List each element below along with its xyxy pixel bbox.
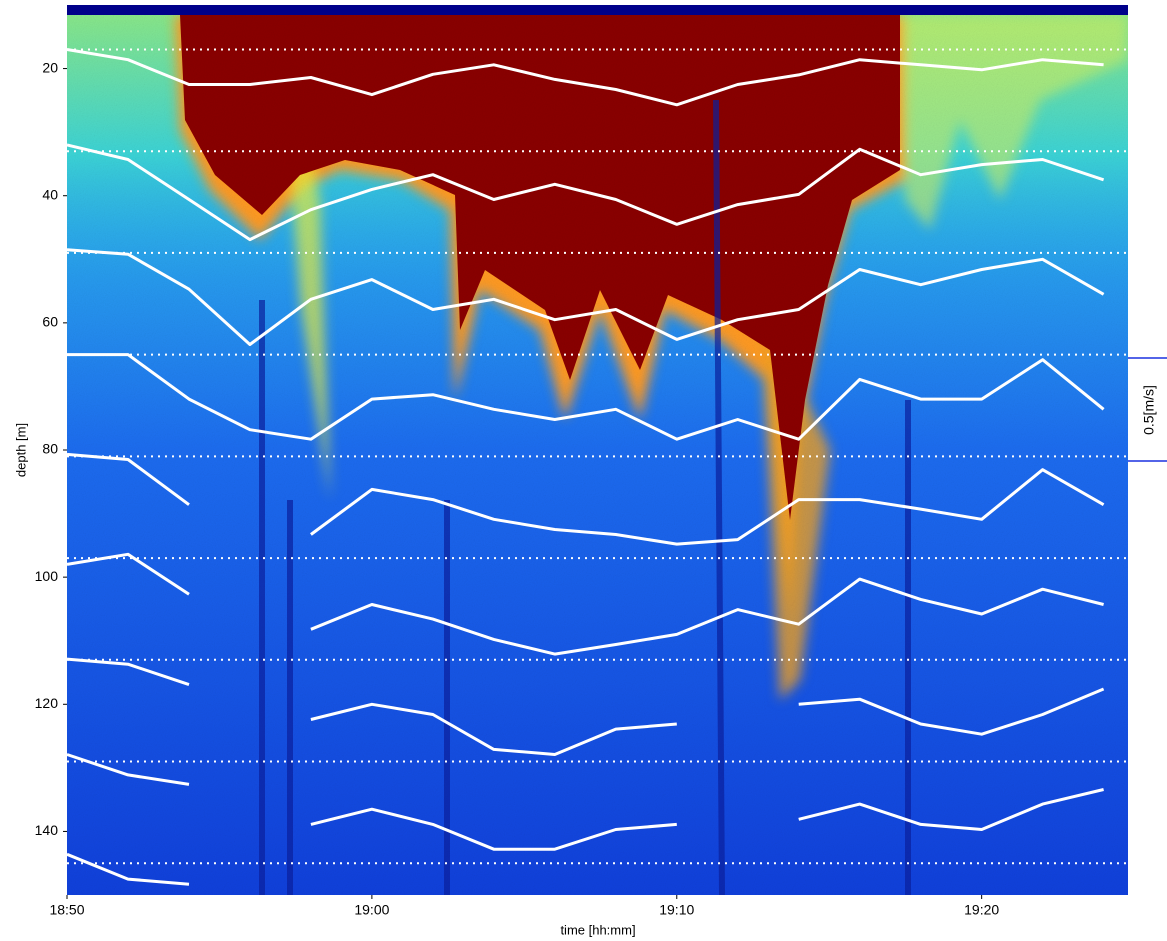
y-tick-label: 120 — [35, 695, 59, 711]
y-tick-label: 140 — [35, 822, 59, 838]
overlay: 20 40 60 80 100 120 140 18:50 19:00 19:10 19:20 — [35, 48, 1128, 918]
velocity-trace — [66, 657, 1105, 756]
y-tick-label: 20 — [42, 59, 58, 75]
x-tick-label: 19:00 — [354, 902, 389, 918]
y-tick-label: 40 — [42, 186, 58, 202]
y-tick-label: 60 — [42, 314, 58, 330]
top-band — [67, 5, 1128, 15]
echogram — [67, 5, 1128, 895]
scale-label: 0.5[m/s] — [1141, 385, 1157, 435]
x-tick-label: 19:20 — [964, 902, 999, 918]
scale-bar — [1128, 357, 1167, 462]
velocity-trace — [66, 852, 190, 886]
velocity-trace — [66, 753, 1104, 851]
velocity-trace — [66, 248, 1105, 346]
x-axis-title: time [hh:mm] — [560, 922, 635, 937]
y-axis-title: depth [m] — [13, 423, 28, 477]
x-tick-label: 19:10 — [659, 902, 694, 918]
velocity-trace — [66, 452, 1105, 546]
y-tick-label: 100 — [35, 568, 59, 584]
velocity-trace — [66, 48, 1104, 107]
y-tick-label: 80 — [42, 441, 58, 457]
velocity-trace — [66, 143, 1105, 242]
x-tick-label: 18:50 — [49, 902, 84, 918]
velocity-trace — [67, 353, 1105, 441]
velocity-trace — [66, 552, 1104, 656]
echogram-noise — [67, 5, 1128, 895]
